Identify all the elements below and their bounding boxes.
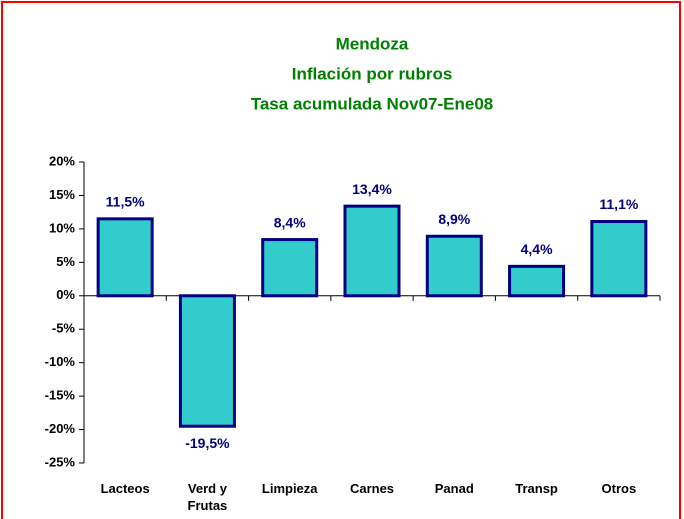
value-label: 8,9% bbox=[438, 211, 470, 227]
x-tick-label: Lacteos bbox=[100, 481, 150, 496]
value-label: 4,4% bbox=[521, 241, 553, 257]
bar bbox=[96, 217, 154, 298]
value-label: -19,5% bbox=[185, 435, 230, 451]
bar bbox=[425, 234, 483, 298]
chart-title: Inflación por rubros bbox=[292, 64, 453, 83]
bar bbox=[508, 264, 566, 298]
y-tick-label: 0% bbox=[56, 287, 75, 302]
y-tick-label: -20% bbox=[45, 421, 76, 436]
y-tick-label: -25% bbox=[45, 454, 76, 469]
x-tick-label: Limpieza bbox=[261, 481, 318, 496]
value-label: 13,4% bbox=[352, 181, 392, 197]
x-tick-label: Panad bbox=[434, 481, 474, 496]
y-tick-label: 20% bbox=[49, 153, 75, 168]
bar bbox=[590, 220, 648, 298]
y-tick-label: 15% bbox=[49, 187, 75, 202]
bar bbox=[343, 204, 401, 298]
y-tick-label: -10% bbox=[45, 354, 76, 369]
chart-title: Mendoza bbox=[336, 34, 409, 53]
y-tick-label: 10% bbox=[49, 220, 75, 235]
x-tick-label: Otros bbox=[601, 481, 637, 496]
value-label: 8,4% bbox=[274, 214, 306, 230]
y-tick-label: -15% bbox=[45, 388, 76, 403]
y-tick-label: 5% bbox=[56, 254, 75, 269]
x-tick-label: Verd y Frutas bbox=[187, 481, 228, 513]
y-tick-label: -5% bbox=[52, 321, 76, 336]
value-label: 11,1% bbox=[599, 196, 638, 212]
bar bbox=[261, 238, 319, 298]
x-tick-label: Transp bbox=[515, 481, 558, 496]
chart-title: Tasa acumulada Nov07-Ene08 bbox=[251, 94, 494, 113]
value-label: 11,5% bbox=[106, 194, 145, 210]
bar bbox=[178, 294, 236, 428]
x-tick-label: Carnes bbox=[349, 481, 395, 496]
